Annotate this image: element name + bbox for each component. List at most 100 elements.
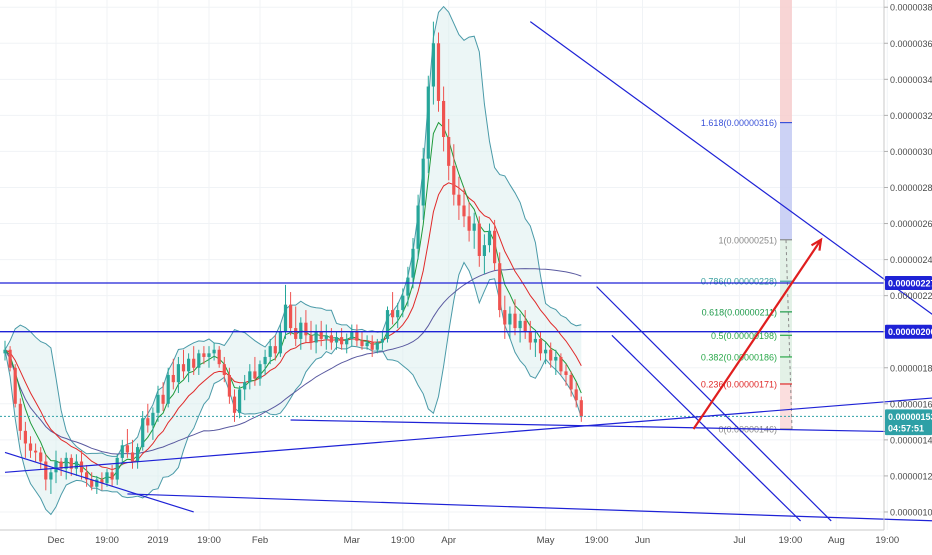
price-badge-label: 0.00000200	[888, 327, 932, 337]
fib-strip-low	[780, 383, 792, 430]
price-badge-label: 04:57:51	[888, 424, 924, 434]
candle	[125, 429, 129, 458]
candle	[146, 403, 150, 433]
candle-body	[136, 447, 140, 462]
candle	[319, 320, 323, 347]
candle-body	[416, 205, 420, 249]
candle-body	[49, 472, 53, 480]
candle-body	[141, 418, 145, 448]
candle-body	[304, 322, 308, 336]
price-badge-label: 0.00000153	[888, 412, 932, 422]
candle	[232, 389, 237, 422]
candle	[69, 454, 73, 476]
candle-body	[508, 313, 512, 325]
candle	[334, 331, 339, 350]
candle	[574, 382, 578, 408]
candle	[110, 465, 114, 487]
candle-body	[100, 479, 104, 484]
candle-body	[493, 230, 497, 264]
candle-body	[411, 248, 415, 278]
candle	[18, 398, 22, 440]
candle	[176, 356, 180, 393]
candle	[217, 346, 221, 368]
candle	[192, 346, 196, 375]
price-badge-label: 0.00000227	[888, 279, 932, 289]
drawings	[0, 21, 932, 522]
candle-body	[289, 304, 293, 329]
candle	[401, 288, 405, 318]
trendline	[611, 334, 802, 522]
candle-body	[319, 331, 323, 339]
candle	[54, 450, 58, 484]
fib-level-label: 0.236(0.00000171)	[701, 379, 777, 389]
candle-body	[253, 371, 257, 379]
candle-body	[360, 340, 364, 347]
candle-body	[171, 374, 175, 383]
candle-body	[533, 338, 537, 343]
candle	[579, 396, 583, 422]
candle-body	[283, 304, 288, 332]
candle-body	[258, 364, 262, 379]
candle	[462, 187, 466, 228]
candle-body	[350, 331, 354, 339]
candle	[39, 447, 43, 469]
candle	[289, 292, 293, 336]
trendline	[4, 397, 932, 473]
candle-body	[187, 358, 191, 372]
candle-body	[192, 358, 196, 368]
candle-body	[232, 396, 237, 413]
candle	[549, 342, 553, 368]
candle-body	[528, 331, 532, 343]
candle	[345, 333, 349, 354]
candle-body	[202, 353, 206, 357]
candle	[187, 353, 191, 383]
candle	[421, 147, 425, 220]
candle	[248, 364, 252, 390]
candle-body	[340, 337, 344, 345]
candle-body	[447, 137, 451, 166]
candle	[447, 118, 451, 181]
candle	[350, 324, 354, 347]
candle	[161, 382, 165, 412]
fib-level-label: 0.5(0.00000198)	[711, 331, 777, 341]
time-tick-label: May	[537, 535, 555, 546]
candle-body	[472, 223, 476, 231]
price-badge: 0.00000200	[885, 324, 932, 339]
band-fill	[5, 6, 582, 515]
candle	[238, 385, 242, 419]
candle	[171, 358, 175, 390]
candle-body	[457, 194, 461, 206]
candle-body	[59, 461, 63, 469]
candle-body	[574, 389, 578, 401]
candle	[28, 436, 33, 458]
candle-body	[406, 277, 410, 296]
candle	[74, 454, 78, 476]
candle	[141, 411, 145, 451]
candle-body	[74, 461, 78, 469]
candle	[49, 468, 53, 494]
candle	[13, 364, 17, 408]
trendline	[4, 451, 194, 513]
candle-body	[34, 450, 38, 453]
candle	[59, 457, 63, 476]
candle	[95, 475, 99, 494]
candle-body	[299, 322, 303, 339]
time-axis[interactable]: Dec 19:00 2019 19:00 Feb Mar 19:00 Apr May 19:00 J…	[48, 535, 900, 546]
time-tick-label: 19:00	[391, 535, 415, 546]
candle-body	[146, 418, 150, 426]
time-tick-label: Mar	[344, 535, 360, 546]
fib-level-label: 0.786(0.00000228)	[701, 277, 777, 287]
candle-body	[569, 374, 573, 390]
candle	[263, 349, 267, 375]
candle-body	[482, 245, 486, 256]
candle	[309, 320, 313, 350]
candle	[243, 374, 247, 401]
candle-body	[309, 335, 313, 343]
candle	[273, 335, 277, 361]
candle-body	[503, 310, 507, 325]
